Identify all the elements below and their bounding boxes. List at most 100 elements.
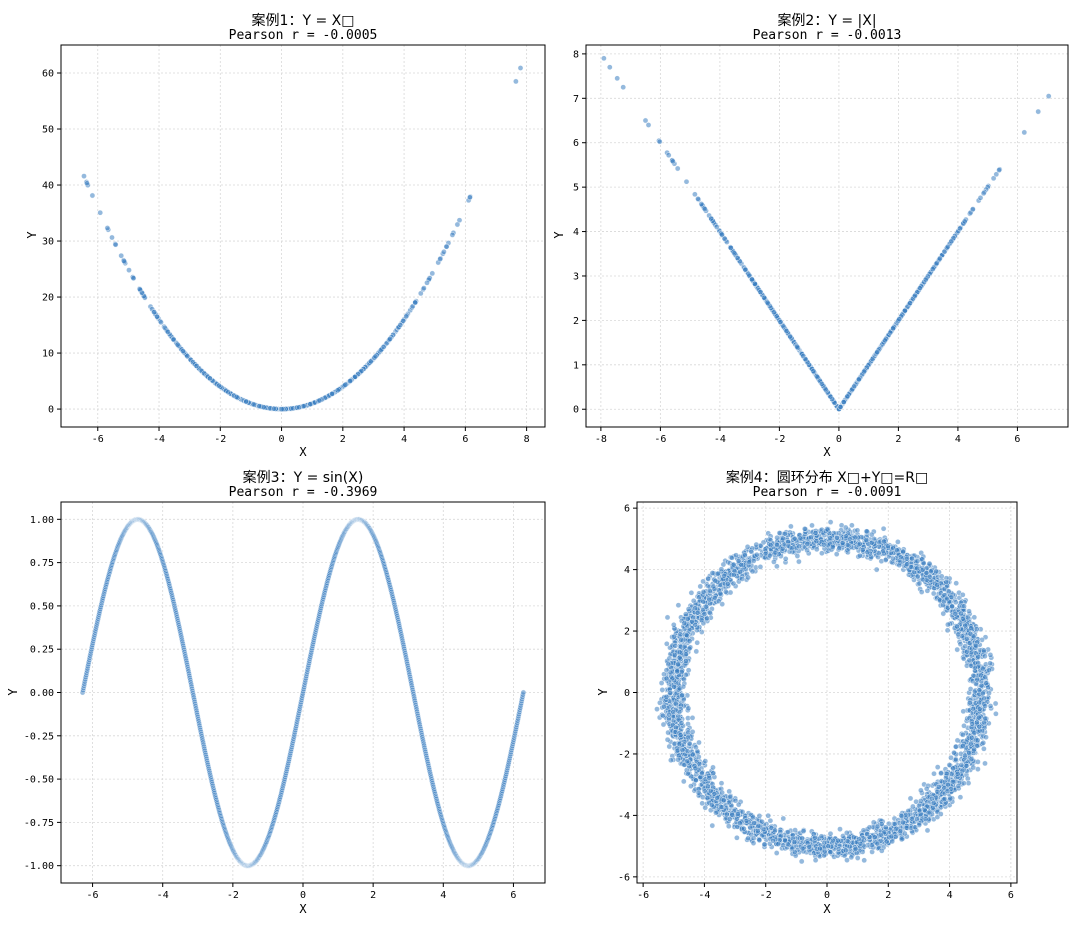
- subplot-2-ylabel: Y: [552, 231, 566, 239]
- subplot-1-title: 案例1：Y = X□: [252, 12, 355, 29]
- scatter-point: [620, 84, 627, 90]
- subplot-4-xlabel: X: [823, 902, 831, 916]
- scatter-point: [225, 389, 231, 395]
- scatter-point: [841, 399, 847, 405]
- y-tick-label: 20: [42, 293, 54, 304]
- scatter-point: [945, 243, 951, 250]
- subplot-4: 案例4：圆环分布 X□+Y□=R□ Pearson r = -0.0091 X …: [596, 469, 1018, 916]
- scatter-point: [380, 344, 387, 350]
- scatter-point: [279, 406, 285, 412]
- scatter-point: [861, 368, 867, 375]
- scatter-point: [193, 363, 200, 369]
- y-tick-label: 4: [573, 227, 579, 238]
- scatter-point: [1035, 108, 1041, 115]
- scatter-point: [719, 231, 725, 238]
- scatter-point: [180, 348, 186, 354]
- scatter-point: [601, 55, 607, 62]
- scatter-point: [1045, 93, 1052, 99]
- scatter-point: [403, 313, 410, 320]
- scatter-point: [130, 275, 137, 282]
- scatter-point: [822, 386, 829, 393]
- scatter-point: [316, 397, 323, 404]
- subplot-3-title: 案例3：Y = sin(X): [243, 469, 364, 486]
- scatter-point: [982, 760, 988, 767]
- scatter-point: [849, 522, 855, 529]
- scatter-point: [992, 700, 999, 707]
- scatter-point: [109, 234, 115, 241]
- scatter-point: [417, 290, 424, 297]
- x-tick-label: -6: [87, 890, 99, 901]
- scatter-point: [329, 391, 335, 397]
- scatter-point: [437, 256, 443, 262]
- scatter-point: [271, 405, 277, 412]
- x-tick-label: 2: [370, 890, 376, 901]
- scatter-point: [89, 192, 96, 199]
- scatter-point: [714, 224, 720, 230]
- scatter-point: [902, 307, 908, 314]
- scatter-point: [734, 835, 740, 841]
- scatter-point: [980, 190, 987, 197]
- scatter-point: [668, 757, 674, 764]
- y-tick-label: 0.25: [30, 645, 54, 656]
- scatter-point: [412, 299, 419, 306]
- scatter-point: [761, 294, 768, 301]
- subplot-1-xlabel: X: [299, 445, 307, 459]
- x-tick-label: -4: [157, 890, 169, 901]
- scatter-point: [693, 648, 700, 655]
- scatter-point: [260, 404, 267, 411]
- scatter-point: [970, 206, 976, 212]
- scatter-point: [783, 328, 790, 334]
- scatter-point: [118, 252, 124, 259]
- y-tick-label: -0.25: [24, 731, 54, 742]
- x-tick-label: -8: [595, 434, 607, 445]
- scatter-point: [774, 563, 780, 570]
- scatter-point: [675, 602, 682, 609]
- scatter-point: [954, 646, 961, 653]
- subplot-1: 案例1：Y = X□ Pearson r = -0.0005 X Y -6 -4-…: [25, 12, 546, 459]
- scatter-point: [977, 194, 984, 201]
- scatter-point: [397, 322, 404, 328]
- scatter-point: [856, 376, 862, 383]
- y-tick-label: 0: [573, 405, 579, 416]
- scatter-point: [890, 325, 897, 332]
- scatter-point: [334, 387, 341, 394]
- y-tick-label: -0.50: [24, 775, 54, 786]
- scatter-point: [697, 583, 704, 590]
- scatter-point: [670, 158, 676, 165]
- subplot-1-ylabel: Y: [25, 231, 39, 239]
- y-tick-label: 8: [573, 49, 579, 60]
- subplot-1-grid: [61, 45, 545, 427]
- scatter-point: [882, 337, 888, 344]
- y-tick-label: -1.00: [24, 861, 54, 872]
- x-tick-label: 6: [1014, 434, 1020, 445]
- x-tick-label: 4: [440, 890, 446, 901]
- y-tick-label: 0.00: [30, 688, 54, 699]
- scatter-point: [97, 209, 103, 216]
- scatter-point: [708, 215, 715, 222]
- scatter-point: [944, 627, 951, 634]
- subplot-4-title: 案例4：圆环分布 X□+Y□=R□: [726, 469, 928, 486]
- scatter-point: [742, 266, 749, 273]
- x-tick-label: -2: [214, 434, 226, 445]
- subplot-4-subtitle: Pearson r = -0.0091: [753, 485, 902, 500]
- subplot-2-subtitle: Pearson r = -0.0013: [753, 28, 902, 43]
- scatter-point: [467, 194, 473, 201]
- scatter-point: [844, 393, 851, 400]
- scatter-point: [449, 232, 456, 238]
- scatter-point: [681, 778, 687, 785]
- y-tick-label: 0: [48, 405, 54, 416]
- scatter-point: [954, 737, 961, 744]
- scatter-point: [953, 580, 960, 587]
- x-tick-label: -4: [714, 434, 726, 445]
- x-tick-label: -4: [153, 434, 165, 445]
- scatter-point: [700, 578, 706, 585]
- x-tick-label: 0: [836, 434, 842, 445]
- scatter-point: [664, 614, 671, 621]
- scatter-point: [699, 800, 706, 807]
- scatter-point: [777, 319, 784, 325]
- scatter-point: [702, 206, 708, 212]
- scatter-point: [250, 401, 257, 408]
- y-tick-label: 7: [573, 94, 579, 105]
- scatter-point: [814, 374, 821, 381]
